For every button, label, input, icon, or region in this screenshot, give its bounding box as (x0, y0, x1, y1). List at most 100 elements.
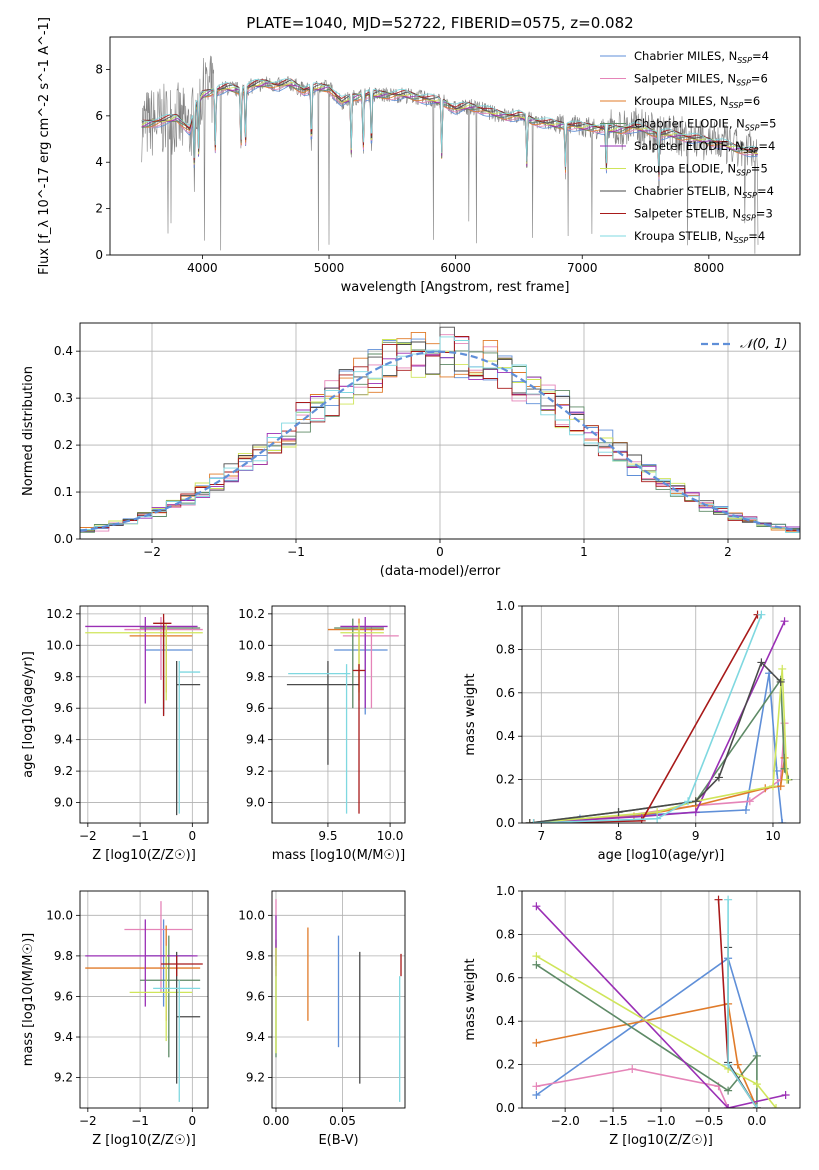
residual-histogram (80, 336, 800, 539)
mass-weight-marker (776, 677, 785, 686)
x-tick-label: −0.5 (694, 1114, 723, 1128)
y-axis-label: mass weight (463, 958, 478, 1040)
mass-weight-marker (724, 895, 733, 904)
y-axis-label: Normed distribution (21, 366, 36, 496)
mass-weight-marker (714, 895, 723, 904)
y-tick-label: 9.4 (54, 733, 73, 747)
error-bar-point (153, 613, 172, 717)
axes: −2 −1 0 9.0 9.2 9.4 9.6 9.8 10.0 10.2 Z [log10(Z/Z… (21, 605, 209, 863)
y-tick-label: 6 (95, 109, 103, 123)
grid (272, 606, 405, 823)
y-tick-label: 0.2 (496, 1058, 515, 1072)
mass-weight-marker (772, 1104, 781, 1108)
grid (80, 606, 208, 823)
x-tick-label: 7000 (567, 261, 598, 275)
y-axis-label: Flux [f_λ 10^-17 erg cm^-2 s^-1 A^-1] (37, 17, 52, 275)
mass-weight-marker (614, 808, 623, 817)
x-axis-label: Z [log10(Z/Z☉)] (92, 848, 196, 863)
mass-weight-line (535, 955, 777, 1108)
mass-weight-marker (724, 1104, 733, 1108)
legend-entry: Chabrier MILES, NSSP=4 (634, 49, 769, 65)
y-tick-label: 2 (95, 202, 103, 216)
legend-entry: Kroupa MILES, NSSP=6 (634, 94, 760, 110)
age-vs-mass-panel: 9.5 10.0 9.0 9.2 9.4 9.6 9.8 10.0 10.2 mass [log1… (238, 605, 406, 863)
y-tick-label: 9.4 (246, 733, 265, 747)
legend-entry: Salpeter MILES, NSSP=6 (634, 72, 768, 88)
x-tick-label: −2 (143, 545, 161, 559)
y-tick-label: 10.0 (238, 908, 265, 922)
axes-frame (521, 890, 801, 1109)
y-tick-label: 0.4 (496, 1014, 515, 1028)
error-bar-point (340, 617, 388, 709)
axes: −2 −1 0 9.2 9.4 9.6 9.8 10.0 Z [log10(Z/Z☉)] mass… (21, 890, 209, 1148)
y-tick-label: 0.6 (496, 971, 515, 985)
y-tick-label: 4 (95, 155, 103, 169)
y-tick-label: 0.4 (496, 729, 515, 743)
y-tick-label: 10.0 (46, 638, 73, 652)
age-vs-metallicity-panel: −2 −1 0 9.0 9.2 9.4 9.6 9.8 10.0 10.2 Z [log10(Z/Z… (21, 605, 209, 863)
x-tick-label: 0 (189, 829, 197, 843)
y-tick-label: 10.0 (238, 638, 265, 652)
x-axis-label: Z [log10(Z/Z☉)] (609, 1133, 713, 1148)
x-tick-label: −1 (131, 829, 149, 843)
y-tick-label: 0.8 (496, 927, 515, 941)
mass-weight-marker (691, 808, 700, 817)
mass-weight-marker (733, 1060, 742, 1069)
error-bar-point (85, 925, 201, 1021)
residual-legend: 𝒩(0, 1) (701, 337, 787, 352)
mass-weight-marker (752, 1080, 761, 1089)
y-tick-label: 0.8 (496, 642, 515, 656)
error-bar-point (85, 617, 198, 704)
y-tick-label: 1.0 (496, 884, 515, 898)
axes: 7 8 9 10 0.0 0.2 0.4 0.6 0.8 1.0 age [log10(age/yr… (463, 599, 801, 863)
mass-weight-marker (781, 1090, 790, 1099)
y-tick-label: 0.0 (496, 816, 515, 830)
x-tick-label: −1.0 (646, 1114, 675, 1128)
x-tick-label: 5000 (314, 261, 345, 275)
weight-vs-metallicity-panel: −2.0 −1.5 −1.0 −0.5 0.0 0.0 0.2 0.4 0.6 0.8 1.0 Z [… (463, 884, 801, 1148)
x-tick-label: 6000 (440, 261, 471, 275)
plot-area (80, 326, 800, 539)
x-tick-label: 4000 (187, 261, 218, 275)
plot-area (286, 617, 399, 814)
mass-weight-marker (653, 814, 662, 823)
x-tick-label: 8000 (694, 261, 725, 275)
x-axis-label: mass [log10(M/M☉)] (272, 848, 405, 863)
mass-weight-line (536, 1002, 758, 1108)
axes: −2.0 −1.5 −1.0 −0.5 0.0 0.0 0.2 0.4 0.6 0.8 1.0 Z [… (463, 884, 801, 1148)
y-tick-label: 9.8 (54, 670, 73, 684)
y-tick-label: 0 (95, 248, 103, 262)
x-axis-label: wavelength [Angstrom, rest frame] (341, 280, 570, 295)
y-tick-label: 9.0 (54, 796, 73, 810)
y-tick-label: 0.3 (54, 391, 73, 405)
error-bar-point (85, 623, 203, 701)
legend-entry: Salpeter STELIB, NSSP=3 (634, 207, 773, 223)
axes-frame (79, 890, 209, 1109)
axes: 4000 5000 6000 7000 8000 0 2 4 6 8 wavelength [Ang… (37, 17, 801, 295)
plot-area (141, 55, 759, 254)
x-axis-label: age [log10(age/yr)] (598, 848, 725, 863)
mass-weight-marker (757, 658, 766, 667)
plot-area (275, 899, 402, 1102)
error-bar-point (176, 951, 201, 1084)
mass-weight-marker (752, 1051, 761, 1060)
y-tick-label: 0.0 (496, 1101, 515, 1115)
x-tick-label: 2 (724, 545, 732, 559)
error-bar-point (352, 664, 366, 814)
x-tick-label: 10 (765, 829, 780, 843)
mass-weight-marker (778, 664, 787, 673)
error-bar-point (327, 618, 384, 693)
mass-weight-marker (741, 805, 750, 814)
y-tick-label: 9.6 (54, 701, 73, 715)
plot-area (532, 895, 790, 1108)
y-tick-label: 1.0 (496, 599, 515, 613)
y-tick-label: 0.1 (54, 485, 73, 499)
mass-weight-marker (691, 797, 700, 806)
plot-area (525, 610, 793, 823)
mass-weight-line (533, 723, 786, 823)
y-tick-label: 9.6 (246, 701, 265, 715)
y-tick-label: 9.2 (246, 764, 265, 778)
mass-weight-marker (532, 960, 541, 969)
mass-weight-marker (628, 1064, 637, 1073)
legend-entry: Chabrier ELODIE, NSSP=5 (634, 117, 776, 133)
